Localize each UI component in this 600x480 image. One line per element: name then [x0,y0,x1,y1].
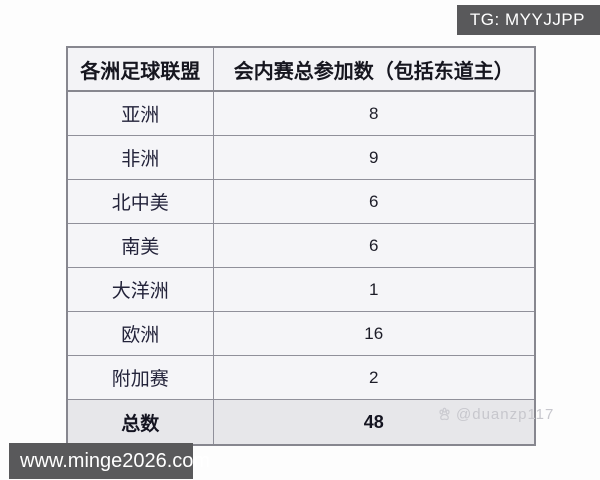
table-row: 大洋洲 1 [66,267,536,312]
total-value: 48 [212,399,536,446]
row-label: 亚洲 [66,90,214,136]
watermark-handle: @duanzp117 [456,406,555,423]
table-row: 南美 6 [66,223,536,268]
table-row: 北中美 6 [66,179,536,224]
author-watermark: @duanzp117 [437,406,554,423]
row-value: 1 [212,267,536,312]
confederation-slots-table: 各洲足球联盟 会内赛总参加数（包括东道主） 亚洲 8 非洲 9 北中美 6 南美… [66,46,536,446]
row-label: 南美 [66,223,214,268]
row-label: 附加赛 [66,355,214,400]
row-value: 6 [212,223,536,268]
row-label: 非洲 [66,135,214,180]
total-label: 总数 [66,399,214,446]
row-label: 欧洲 [66,311,214,356]
header-confederation: 各洲足球联盟 [66,46,214,92]
table-row: 欧洲 16 [66,311,536,356]
row-value: 9 [212,135,536,180]
table-row: 附加赛 2 [66,355,536,400]
paw-icon [437,407,452,422]
table-total-row: 总数 48 [66,399,536,446]
tg-channel-badge: TG: MYYJJPP [456,5,600,35]
row-value: 8 [212,90,536,136]
row-value: 2 [212,355,536,400]
table-row: 非洲 9 [66,135,536,180]
table-header-row: 各洲足球联盟 会内赛总参加数（包括东道主） [66,46,536,92]
row-label: 大洋洲 [66,267,214,312]
row-label: 北中美 [66,179,214,224]
site-url-banner: www.minge2026.com [9,443,210,479]
row-value: 16 [212,311,536,356]
row-value: 6 [212,179,536,224]
header-participants: 会内赛总参加数（包括东道主） [212,46,536,92]
table-row: 亚洲 8 [66,90,536,136]
